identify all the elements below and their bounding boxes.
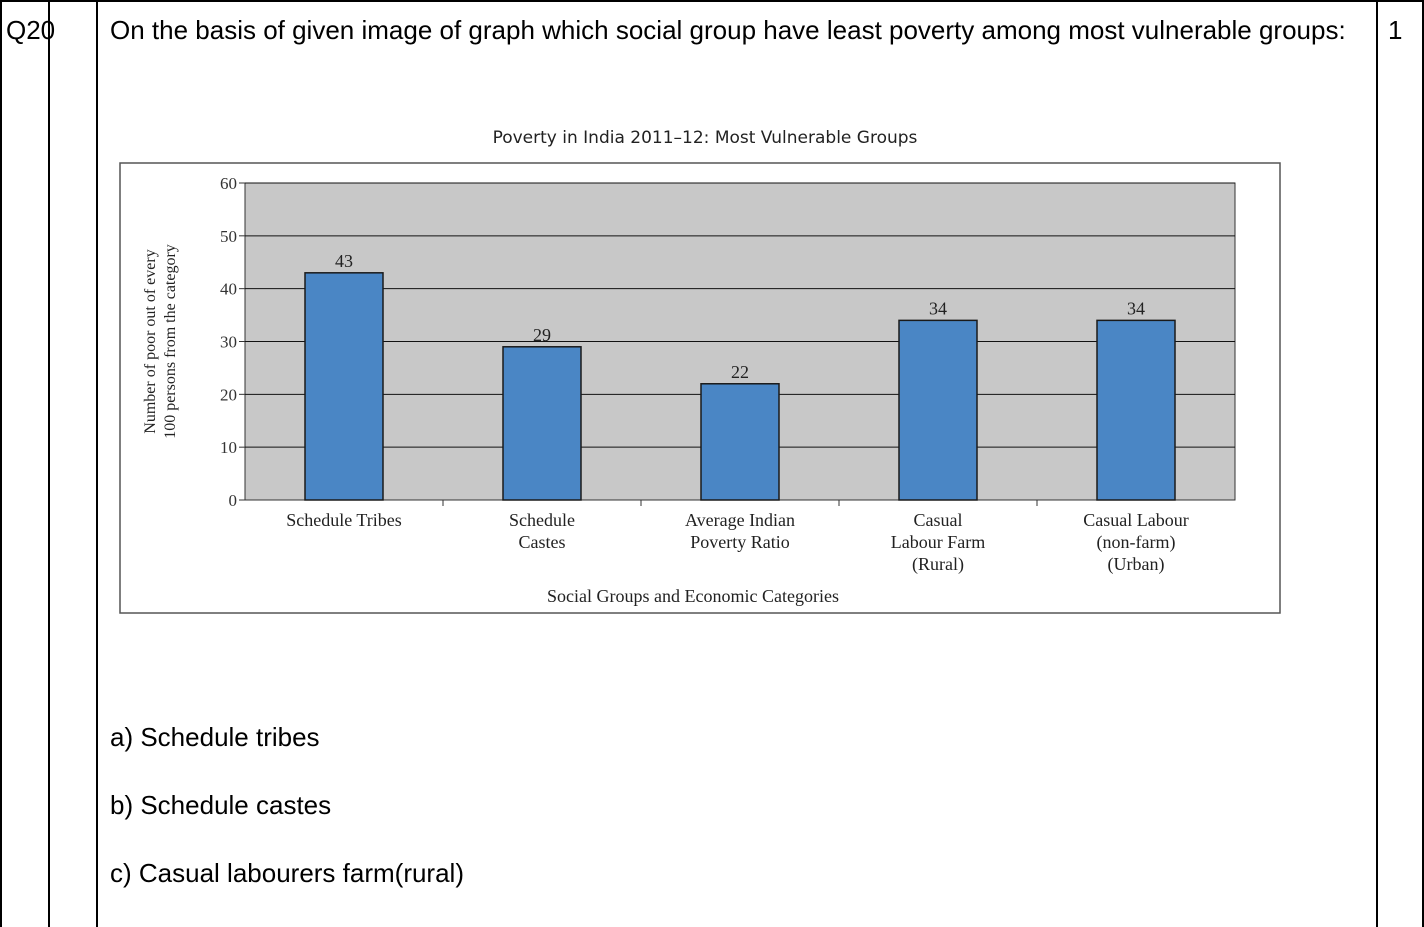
question-text: On the basis of given image of graph whi… [110, 15, 1346, 45]
option-b[interactable]: b) Schedule castes [110, 790, 332, 820]
x-category-label: Poverty Ratio [690, 532, 790, 552]
table-border-top [0, 0, 1424, 2]
bar-value-label: 29 [533, 325, 551, 345]
x-category-label: Average Indian [685, 510, 795, 530]
x-category-label: Schedule [509, 510, 575, 530]
y-tick-label: 60 [220, 174, 237, 193]
question-marks: 1 [1388, 15, 1403, 45]
x-category-label: Castes [519, 532, 566, 552]
bar-value-label: 43 [335, 251, 353, 271]
bar [502, 346, 582, 501]
bar-value-label: 34 [1127, 298, 1145, 318]
x-axis-label: Social Groups and Economic Categories [547, 586, 839, 606]
plot-area: 0 10 20 30 40 50 60 Number of poor out of every… [142, 174, 1236, 575]
x-category-label: (Rural) [912, 554, 964, 575]
y-axis-label: Number of poor out of every [142, 249, 159, 433]
x-category-label: Casual Labour [1083, 510, 1188, 530]
y-tick-label: 30 [220, 333, 237, 352]
y-tick-label: 20 [220, 385, 237, 404]
y-axis-label: 100 persons from the category [162, 244, 179, 439]
y-tick-label: 50 [220, 227, 237, 246]
x-category-label: (non-farm) [1097, 532, 1176, 553]
table-border-col2 [96, 0, 98, 927]
bar-value-label: 34 [929, 298, 947, 318]
x-category-label: Schedule Tribes [286, 510, 402, 530]
option-a[interactable]: a) Schedule tribes [110, 722, 320, 752]
bar [700, 383, 780, 501]
table-border-col3 [1376, 0, 1378, 927]
bar [304, 272, 384, 501]
y-tick-label: 40 [220, 280, 237, 299]
bar-value-label: 22 [731, 362, 749, 382]
table-border-right [1422, 0, 1424, 927]
bar [1096, 319, 1176, 501]
table-border-left [0, 0, 2, 927]
question-number: Q20 [6, 15, 56, 45]
x-category-label: (Urban) [1108, 554, 1165, 575]
y-tick-label: 10 [220, 438, 237, 457]
option-c[interactable]: c) Casual labourers farm(rural) [110, 858, 464, 888]
table-border-col1 [48, 0, 50, 927]
x-category-label: Labour Farm [891, 532, 985, 552]
chart-title: Poverty in India 2011–12: Most Vulnerabl… [493, 128, 918, 148]
x-category-label: Casual [914, 510, 963, 530]
y-tick-label: 0 [229, 491, 238, 510]
bar [898, 319, 978, 501]
poverty-bar-chart: Poverty in India 2011–12: Most Vulnerabl… [119, 128, 1281, 614]
